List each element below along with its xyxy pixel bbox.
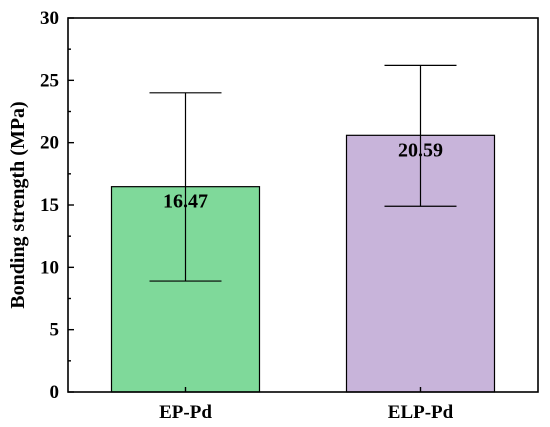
plot-area: 16.47 EP-Pd 20.59 ELP-Pd 0 5 10 15 20 25 30 — [40, 8, 539, 423]
y-tick-label: 15 — [40, 195, 59, 216]
y-tick-label: 25 — [40, 70, 59, 91]
y-tick-label: 10 — [40, 257, 59, 278]
data-label: 16.47 — [163, 191, 208, 213]
y-tick-label: 5 — [50, 320, 60, 341]
x-tick-label: EP-Pd — [159, 402, 212, 423]
x-tick-label: ELP-Pd — [388, 402, 454, 423]
y-tick-label: 30 — [40, 8, 59, 29]
data-label: 20.59 — [398, 139, 443, 161]
plot-frame — [67, 17, 539, 393]
y-tick-label: 20 — [40, 133, 59, 154]
y-axis-title: Bonding strength (MPa) — [7, 101, 29, 308]
y-tick-label: 0 — [50, 382, 60, 403]
